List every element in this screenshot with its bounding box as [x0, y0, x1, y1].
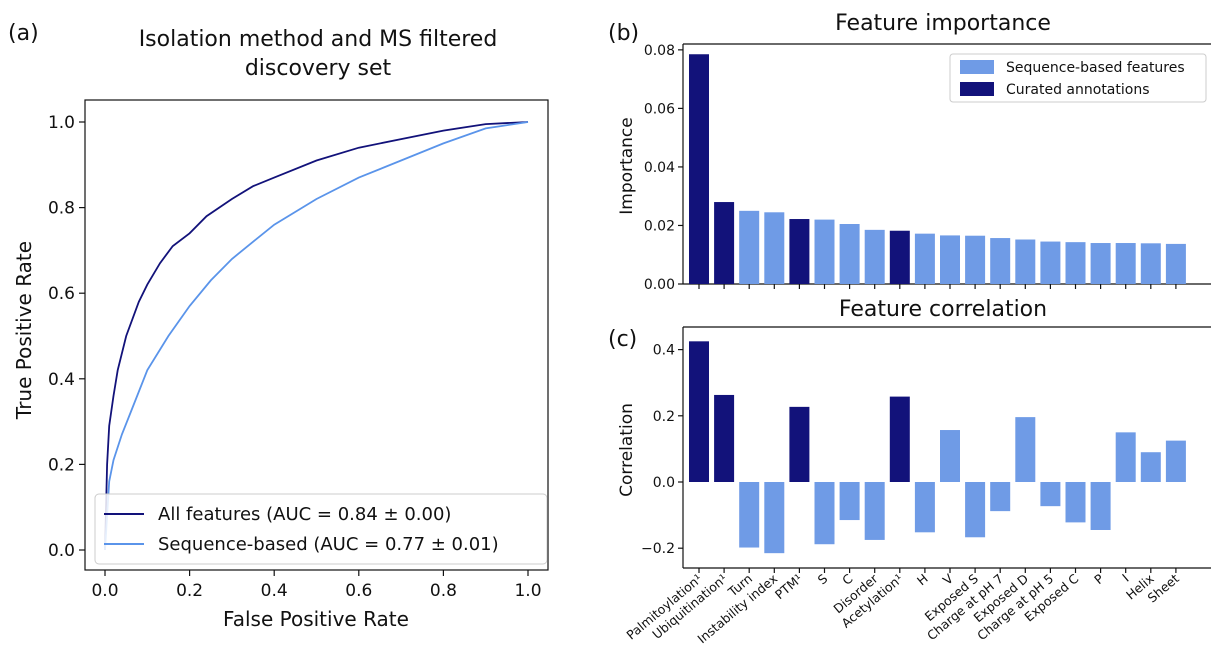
correlation-bar [839, 482, 860, 521]
importance-bar [889, 230, 910, 284]
importance-bar [1090, 243, 1111, 284]
importance-legend-label-1: Sequence-based features [1006, 60, 1185, 76]
importance-legend-label-2: Curated annotations [1006, 82, 1150, 98]
correlation-bar [914, 482, 935, 533]
roc-y-tick-label: 0.4 [48, 370, 75, 390]
roc-x-axis-label: False Positive Rate [223, 607, 409, 631]
category-tick-label: S [815, 571, 831, 588]
category-labels: Palmitoylation¹Ubiquitination¹TurnInstab… [623, 570, 1181, 646]
correlation-bar [940, 430, 960, 482]
importance-bar [1015, 239, 1036, 284]
importance-legend-box [949, 53, 1207, 103]
roc-x-tick-label: 1.0 [514, 581, 541, 601]
importance-bar [1065, 242, 1086, 284]
importance-y-tick-label: 0.02 [644, 218, 675, 234]
correlation-bar [1115, 432, 1136, 482]
importance-bar [990, 238, 1011, 284]
roc-x-tick-label: 0.0 [91, 581, 118, 601]
category-tick-label: PTM¹ [772, 571, 805, 602]
importance-legend-swatch-1 [960, 60, 994, 74]
roc-title-line1: Isolation method and MS filtered [139, 27, 498, 52]
importance-bar [714, 202, 735, 284]
correlation-bar [965, 482, 986, 538]
roc-y-tick-label: 0.8 [48, 199, 75, 219]
roc-y-axis-label: True Positive Rate [12, 241, 36, 420]
correlation-bar [990, 482, 1011, 512]
roc-y-tick-label: 0.2 [48, 455, 75, 475]
correlation-bar [714, 394, 735, 482]
correlation-y-tick-label: 0.0 [653, 475, 675, 491]
importance-y-tick-label: 0.00 [644, 277, 675, 293]
correlation-bar [814, 482, 835, 545]
correlation-bar [789, 406, 810, 482]
importance-plot-area: 0.00 0.02 0.04 0.06 0.08 [644, 43, 1211, 293]
importance-bar [1165, 243, 1186, 284]
correlation-bar [1090, 482, 1111, 530]
importance-bar [940, 235, 960, 284]
correlation-bar [889, 396, 910, 482]
correlation-title: Feature correlation [839, 297, 1047, 322]
roc-axes-frame [84, 99, 549, 571]
correlation-plot-area: −0.2 0.0 0.2 0.4 [641, 326, 1211, 573]
roc-legend-label-1: All features (AUC = 0.84 ± 0.00) [158, 504, 451, 525]
importance-bar [839, 224, 860, 284]
correlation-bar [739, 482, 760, 548]
importance-legend: Sequence-based features Curated annotatio… [949, 53, 1207, 103]
roc-x-tick-label: 0.4 [261, 581, 288, 601]
importance-bar [914, 233, 935, 284]
roc-x-tick-label: 0.2 [176, 581, 203, 601]
roc-x-tick-label: 0.8 [430, 581, 457, 601]
roc-series-line-2 [104, 121, 529, 551]
correlation-bar [864, 482, 885, 540]
importance-bar [965, 235, 986, 284]
correlation-bar [764, 482, 785, 554]
roc-legend: All features (AUC = 0.84 ± 0.00) Sequence… [94, 493, 548, 565]
importance-y-tick-label: 0.06 [644, 101, 675, 117]
importance-bar [689, 54, 709, 285]
roc-plot-area: 0.0 0.2 0.4 0.6 0.8 1.0 0.0 0.2 0.4 0.6 0.8 1.0 [48, 99, 549, 601]
roc-y-tick-label: 0.6 [48, 284, 75, 304]
category-tick-label: P [1091, 571, 1107, 588]
correlation-y-tick-label: −0.2 [641, 541, 675, 557]
roc-y-tick-label: 0.0 [48, 541, 75, 561]
importance-bar [864, 229, 885, 284]
importance-y-tick-label: 0.08 [644, 43, 675, 59]
importance-bar [1040, 241, 1061, 284]
panel-label-a: (a) [8, 21, 39, 46]
panel-label-b: (b) [608, 21, 639, 46]
importance-bar [814, 219, 835, 284]
importance-y-axis-label: Importance [617, 117, 637, 214]
correlation-y-tick-label: 0.4 [653, 343, 675, 359]
importance-y-tick-label: 0.04 [644, 160, 675, 176]
importance-bar [764, 212, 785, 284]
correlation-bar [1040, 482, 1061, 507]
importance-bar [739, 210, 760, 284]
correlation-y-axis-label: Correlation [617, 403, 637, 497]
correlation-bar [1140, 452, 1161, 482]
panel-label-c: (c) [608, 327, 637, 352]
roc-x-tick-label: 0.6 [345, 581, 372, 601]
roc-y-tick-label: 1.0 [48, 113, 75, 133]
correlation-bar [1015, 417, 1036, 482]
correlation-bar [689, 341, 709, 482]
importance-bar [1140, 243, 1161, 284]
importance-legend-swatch-2 [960, 82, 994, 96]
correlation-bar [1165, 440, 1186, 482]
roc-legend-box [94, 493, 548, 565]
roc-title-line2: discovery set [245, 56, 392, 81]
roc-series-line-1 [104, 121, 529, 551]
roc-legend-label-2: Sequence-based (AUC = 0.77 ± 0.01) [158, 534, 499, 555]
correlation-bar [1065, 482, 1086, 523]
importance-bar [789, 219, 810, 284]
category-tick-label: H [914, 571, 931, 589]
correlation-y-tick-label: 0.2 [653, 409, 675, 425]
importance-title: Feature importance [835, 11, 1051, 36]
importance-bar [1115, 243, 1136, 284]
